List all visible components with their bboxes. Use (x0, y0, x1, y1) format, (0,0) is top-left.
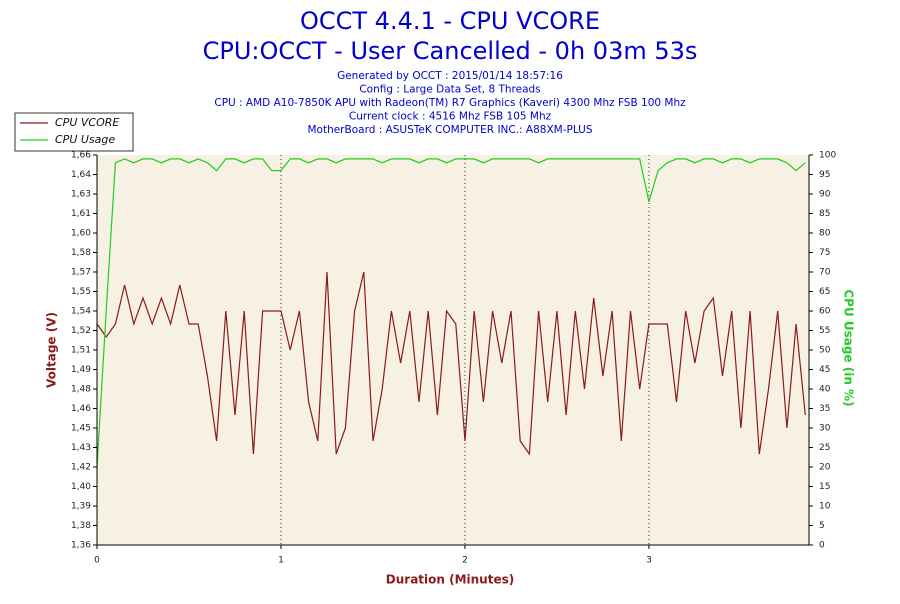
series-line (96, 271, 806, 456)
info-line: Config : Large Data Set, 8 Threads (359, 84, 540, 96)
y2-tick-label: 25 (819, 443, 830, 453)
y2-tick-label: 80 (819, 229, 831, 239)
y-tick-label: 1,45 (71, 424, 91, 434)
series-line (96, 158, 806, 468)
y-tick-label: 1,39 (71, 502, 91, 512)
y-tick-label: 1,64 (71, 170, 91, 180)
chart-subtitle: CPU:OCCT - User Cancelled - 0h 03m 53s (203, 37, 698, 65)
y2-tick-label: 5 (819, 521, 825, 531)
x-tick-label: 1 (278, 556, 284, 566)
y-tick-label: 1,51 (71, 346, 91, 356)
plot-area (97, 155, 809, 545)
x-axis-label: Duration (Minutes) (386, 573, 514, 587)
info-line: Current clock : 4516 Mhz FSB 105 Mhz (349, 111, 552, 123)
y2-tick-label: 85 (819, 209, 830, 219)
y2-tick-label: 35 (819, 404, 830, 414)
y-tick-label: 1,49 (71, 365, 91, 375)
x-tick-label: 0 (94, 556, 100, 566)
y2-tick-label: 95 (819, 170, 830, 180)
legend-label: CPU VCORE (55, 116, 119, 129)
y2-tick-label: 65 (819, 287, 830, 297)
y-tick-label: 1,66 (71, 151, 91, 161)
x-tick-label: 2 (462, 556, 468, 566)
y2-tick-label: 40 (819, 385, 831, 395)
chart-title: OCCT 4.4.1 - CPU VCORE (300, 7, 600, 35)
y2-tick-label: 75 (819, 248, 830, 258)
y-tick-label: 1,61 (71, 209, 91, 219)
y2-tick-label: 70 (819, 268, 831, 278)
y-tick-label: 1,42 (71, 463, 91, 473)
y-tick-label: 1,36 (71, 541, 91, 551)
info-line: MotherBoard : ASUSTeK COMPUTER INC.: A88… (307, 124, 592, 136)
y2-tick-label: 100 (819, 151, 836, 161)
y2-tick-label: 90 (819, 190, 831, 200)
y2-tick-label: 45 (819, 365, 830, 375)
y2-tick-label: 60 (819, 307, 831, 317)
legend-label: CPU Usage (55, 133, 115, 146)
x-tick-label: 3 (646, 556, 652, 566)
y2-tick-label: 50 (819, 346, 831, 356)
y-tick-label: 1,60 (71, 229, 91, 239)
legend-box (14, 112, 134, 152)
y2-tick-label: 55 (819, 326, 830, 336)
y-tick-label: 1,58 (71, 248, 91, 258)
info-line: Generated by OCCT : 2015/01/14 18:57:16 (337, 70, 563, 82)
y2-tick-label: 30 (819, 424, 831, 434)
y2-tick-label: 15 (819, 482, 830, 492)
y-tick-label: 1,46 (71, 404, 91, 414)
y-tick-label: 1,54 (71, 307, 91, 317)
y-tick-label: 1,52 (71, 326, 91, 336)
y2-tick-label: 20 (819, 463, 831, 473)
y-tick-label: 1,57 (71, 268, 91, 278)
legend: CPU VCORE CPU Usage (14, 112, 134, 152)
y2-tick-label: 0 (819, 541, 825, 551)
y2-axis-label: CPU Usage (in %) (842, 289, 856, 406)
y2-tick-label: 10 (819, 502, 831, 512)
y-tick-label: 1,38 (71, 521, 91, 531)
y-tick-label: 1,55 (71, 287, 91, 297)
info-line: CPU : AMD A10-7850K APU with Radeon(TM) … (214, 97, 686, 109)
y-tick-label: 1,48 (71, 385, 91, 395)
y-axis-label: Voltage (V) (45, 312, 59, 388)
y-tick-label: 1,43 (71, 443, 91, 453)
y-tick-label: 1,63 (71, 190, 91, 200)
y-tick-label: 1,40 (71, 482, 91, 492)
